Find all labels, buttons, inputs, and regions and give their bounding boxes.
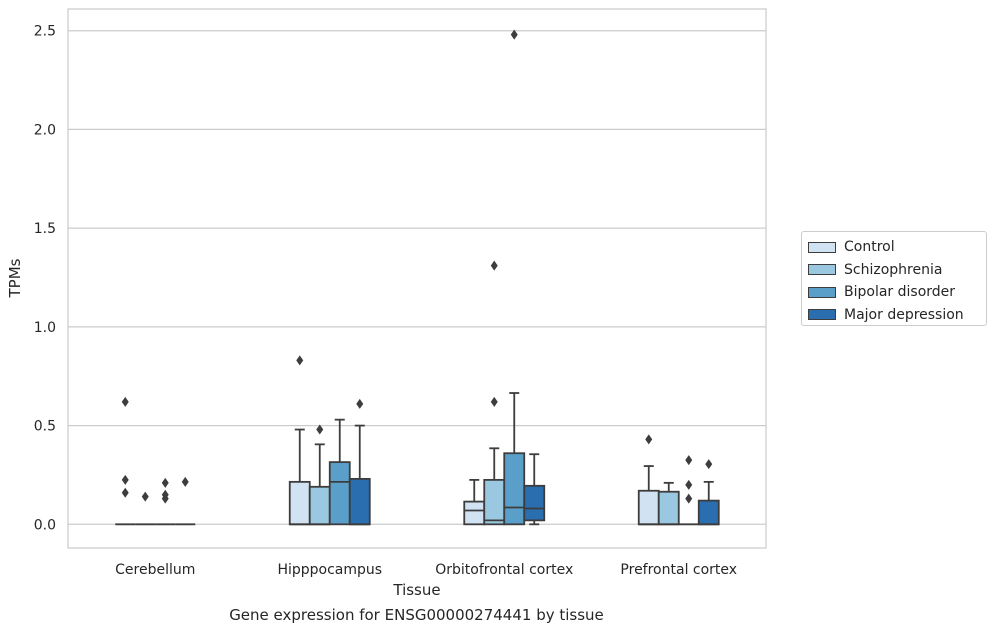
outlier-point bbox=[645, 434, 653, 445]
box-group bbox=[503, 29, 526, 526]
legend-swatch bbox=[808, 309, 836, 321]
x-axis-label: Tissue bbox=[392, 581, 440, 599]
box-group bbox=[463, 478, 486, 526]
y-tick-label: 1.0 bbox=[34, 320, 56, 336]
outlier-point bbox=[510, 29, 518, 40]
box-group bbox=[348, 398, 371, 526]
legend-item: Bipolar disorder bbox=[808, 281, 986, 304]
outlier-point bbox=[705, 459, 713, 470]
x-tick-label: Cerebellum bbox=[115, 562, 195, 578]
box bbox=[697, 499, 720, 526]
box-group bbox=[678, 455, 699, 526]
plot-frame bbox=[67, 8, 767, 549]
box bbox=[308, 485, 331, 526]
box-group bbox=[697, 459, 720, 526]
legend-item: Schizophrenia bbox=[808, 259, 986, 282]
x-tick-labels: Cerebellum Hipppocampus Orbitofrontal cort… bbox=[115, 562, 737, 578]
outlier-point bbox=[685, 455, 693, 466]
box-group bbox=[175, 476, 196, 526]
legend-label: Schizophrenia bbox=[844, 261, 943, 278]
legend-item: Control bbox=[808, 236, 986, 259]
y-axis-label: TPMs bbox=[6, 258, 24, 298]
x-tick-label: Hipppocampus bbox=[277, 562, 382, 578]
y-tick-label: 2.5 bbox=[34, 24, 56, 40]
x-tick-label: Orbitofrontal cortex bbox=[435, 562, 573, 578]
legend-label: Control bbox=[844, 239, 895, 256]
outlier-point bbox=[161, 477, 169, 488]
outlier-point bbox=[181, 476, 189, 487]
legend-label: Bipolar disorder bbox=[844, 284, 956, 301]
box bbox=[288, 480, 311, 526]
legend: Control Schizophrenia Bipolar disorder Majo… bbox=[801, 231, 987, 326]
box bbox=[503, 452, 526, 526]
box-group bbox=[155, 477, 176, 526]
outlier-point bbox=[121, 487, 129, 498]
box-group bbox=[115, 396, 136, 526]
legend-swatch bbox=[808, 286, 836, 298]
y-tick-label: 0.5 bbox=[34, 419, 56, 435]
outlier-point bbox=[490, 396, 498, 407]
box-group bbox=[328, 418, 351, 526]
box bbox=[637, 489, 660, 526]
chart-caption: Gene expression for ENSG00000274441 by t… bbox=[229, 606, 604, 624]
box-group bbox=[288, 355, 311, 526]
box-group bbox=[523, 453, 546, 526]
box-group bbox=[483, 260, 506, 526]
outlier-point bbox=[490, 260, 498, 271]
box-marks bbox=[115, 29, 720, 526]
box-group bbox=[135, 491, 156, 526]
box bbox=[523, 484, 546, 522]
box-group bbox=[637, 434, 660, 526]
box bbox=[657, 490, 680, 526]
outlier-point bbox=[685, 493, 693, 504]
outlier-point bbox=[121, 396, 129, 407]
x-tick-label: Prefrontal cortex bbox=[620, 562, 737, 578]
y-tick-label: 2.0 bbox=[34, 122, 56, 138]
outlier-point bbox=[685, 479, 693, 490]
outlier-point bbox=[356, 398, 364, 409]
legend-item: Major depression bbox=[808, 304, 986, 327]
box bbox=[483, 478, 506, 526]
box-group bbox=[657, 481, 680, 526]
legend-label: Major depression bbox=[844, 306, 964, 323]
outlier-point bbox=[161, 493, 169, 504]
box bbox=[348, 477, 371, 526]
box-group bbox=[308, 424, 331, 526]
legend-swatch bbox=[808, 241, 836, 253]
y-tick-label: 0.0 bbox=[34, 517, 56, 533]
legend-swatch bbox=[808, 264, 836, 276]
box bbox=[328, 461, 351, 526]
outlier-point bbox=[141, 491, 149, 502]
y-tick-labels: 0.0 0.5 1.0 1.5 2.0 2.5 bbox=[34, 24, 56, 534]
outlier-point bbox=[121, 474, 129, 485]
outlier-point bbox=[296, 355, 304, 366]
y-tick-label: 1.5 bbox=[34, 221, 56, 237]
box bbox=[463, 500, 486, 526]
gridlines bbox=[68, 30, 766, 525]
outlier-point bbox=[316, 424, 324, 435]
